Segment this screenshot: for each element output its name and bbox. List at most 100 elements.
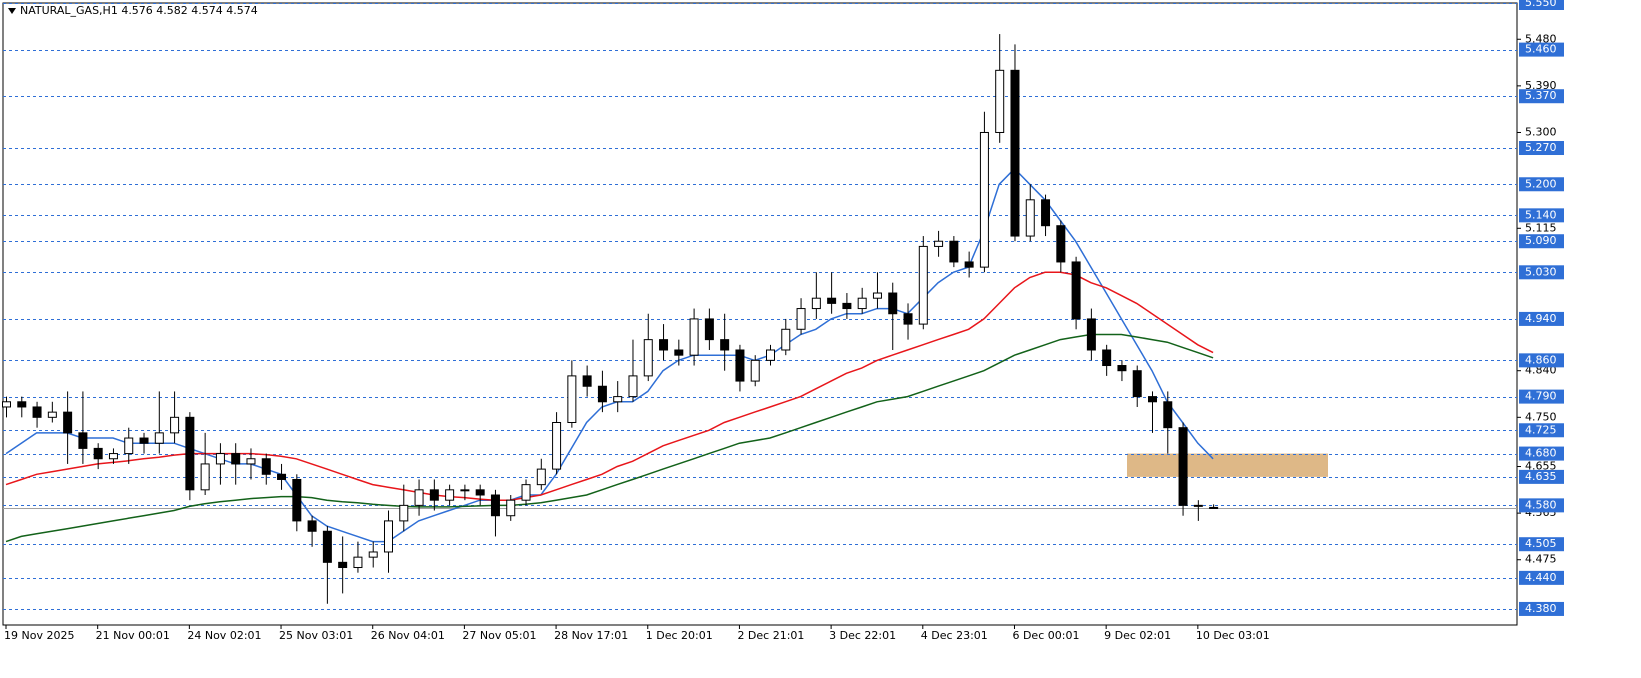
level-label-box [1519,601,1564,616]
chart-title: NATURAL_GAS,H1 4.576 4.582 4.574 4.574 [20,4,258,17]
x-tick-label: 1 Dec 20:01 [646,629,713,642]
level-label: 4.860 [1525,353,1557,366]
x-tick-label: 9 Dec 02:01 [1104,629,1171,642]
candle-body [521,484,531,501]
candle-body [277,473,287,480]
candle-body [475,489,485,496]
candle-body [857,297,867,310]
candle-body [215,453,225,465]
menu-triangle[interactable] [8,8,16,14]
level-label: 4.635 [1525,470,1557,483]
candle-body [353,556,363,569]
level-label-box [1519,89,1564,104]
candle-body [261,458,271,475]
candle-body [1102,349,1112,367]
y-tick-label: 5.480 [1525,32,1557,45]
plot-frame [2,2,1518,626]
level-label: 4.580 [1525,498,1557,511]
level-label: 4.380 [1525,602,1557,615]
level-label: 5.200 [1525,177,1557,190]
x-tick-label: 10 Dec 03:01 [1196,629,1270,642]
candle-body [445,489,455,501]
y-tick-label: 5.300 [1525,125,1557,138]
candle-body [108,453,118,460]
level-label: 5.090 [1525,234,1557,247]
level-label: 5.550 [1525,0,1557,9]
candle-body [674,349,684,356]
candle-body [170,416,180,434]
candle-body [1132,370,1142,398]
x-tick-label: 4 Dec 23:01 [921,629,988,642]
candle-body [1193,504,1203,507]
moving-average [5,333,1214,543]
candle-body [827,297,837,304]
candle-body [185,416,195,491]
y-tick-label: 5.115 [1525,221,1557,234]
candle-body [384,520,393,553]
candle-body [659,339,669,351]
candle-body [918,245,928,325]
level-label-box [1519,570,1564,585]
candle-body [338,561,348,569]
level-label: 4.725 [1525,423,1557,436]
candle-body [154,432,164,444]
level-label-box [1519,177,1564,192]
candle-body [246,458,256,465]
candle-body [124,437,134,455]
candle-body [1041,199,1051,227]
candle-body [322,530,332,563]
x-tick-label: 26 Nov 04:01 [371,629,445,642]
zone [1127,453,1328,477]
candle-body [1071,261,1081,320]
candle-body [1010,69,1020,237]
level-label-box [1519,234,1564,249]
level-label-box [1519,469,1564,484]
level-label: 4.790 [1525,390,1557,403]
candle-body [949,240,959,263]
candle-body [47,411,57,418]
candle-body [1056,225,1066,263]
y-tick-label: 4.655 [1525,460,1557,473]
level-label-box [1519,389,1564,404]
x-tick-label: 3 Dec 22:01 [829,629,896,642]
candle-body [1148,396,1157,403]
candle-body [735,349,745,382]
candle-body [964,261,974,268]
x-tick-label: 28 Nov 17:01 [554,629,628,642]
y-tick-label: 4.475 [1525,553,1557,566]
level-label: 4.680 [1525,447,1557,460]
x-tick-label: 19 Nov 2025 [4,629,74,642]
level-label-box [1519,141,1564,156]
candle-body [2,401,11,408]
candle-body [1086,318,1096,351]
candle-body [643,339,653,377]
candle-body [995,69,1005,133]
x-tick-label: 6 Dec 00:01 [1012,629,1079,642]
candle-body [766,349,775,361]
candle-body [32,406,42,418]
level-label-box [1519,0,1564,10]
x-tick-label: 21 Nov 00:01 [96,629,170,642]
candle-body [460,489,470,492]
candle-body [307,520,317,532]
candle-body [781,328,791,351]
candle-body [888,292,898,315]
level-label-box [1519,208,1564,223]
candle-body [567,375,577,424]
candle-body [414,489,424,506]
level-label-box [1519,42,1564,57]
candle-body [552,422,562,470]
candle-body [613,396,623,403]
candle-body [399,504,409,522]
candle-body [139,437,149,444]
x-tick-label: 2 Dec 21:01 [737,629,804,642]
y-tick-label: 5.390 [1525,79,1557,92]
y-tick-label: 4.750 [1525,410,1557,423]
candle-body [17,401,27,408]
candle-body [796,308,806,330]
candle-body [979,131,989,268]
candle-body [597,385,607,403]
candle-body [872,292,882,299]
moving-average [5,271,1214,501]
